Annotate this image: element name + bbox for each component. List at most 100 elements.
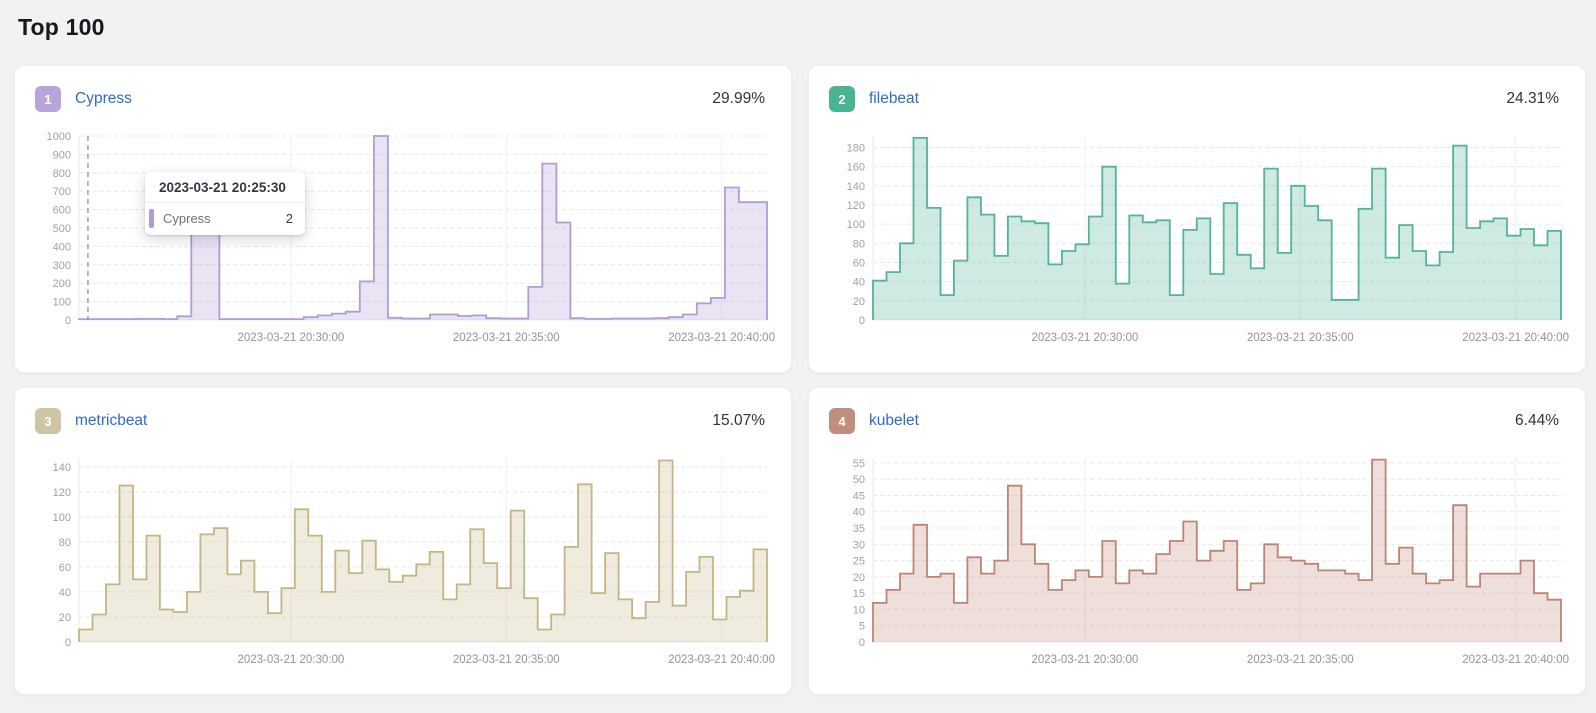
percent-value: 24.31% [1506, 90, 1559, 107]
svg-text:2023-03-21 20:35:00: 2023-03-21 20:35:00 [453, 654, 560, 666]
x-axis: 2023-03-21 20:30:00 2023-03-21 20:35:00 20… [238, 458, 775, 666]
chart-svg[interactable]: 0 20 40 60 80 100 120 140 160 180 2023-03-21 20:30… [827, 126, 1569, 366]
area-series-line [78, 459, 768, 642]
svg-text:20: 20 [853, 296, 865, 308]
chart[interactable]: 0 20 40 60 80 100 120 140 2023-03-21 20:30:00 202… [33, 448, 775, 688]
area-series-fill [873, 137, 1561, 320]
svg-text:400: 400 [53, 241, 71, 253]
svg-text:2023-03-21 20:40:00: 2023-03-21 20:40:00 [668, 654, 775, 666]
svg-text:35: 35 [853, 523, 865, 535]
svg-text:60: 60 [853, 258, 865, 270]
series-link-metricbeat[interactable]: metricbeat [75, 412, 148, 429]
card-header: 4 kubelet 6.44% [827, 408, 1567, 434]
x-axis: 2023-03-21 20:30:00 2023-03-21 20:35:00 20… [1032, 136, 1569, 344]
svg-text:60: 60 [59, 562, 71, 574]
rank-card-cypress: 1 Cypress 29.99% 0 100 200 300 400 500 600 700 8… [14, 65, 792, 373]
svg-text:40: 40 [853, 507, 865, 519]
chart[interactable]: 0 20 40 60 80 100 120 140 160 180 2023-03-21 20:30… [827, 126, 1569, 366]
svg-text:2023-03-21 20:40:00: 2023-03-21 20:40:00 [668, 332, 775, 344]
svg-text:700: 700 [53, 186, 71, 198]
rank-badge: 1 [35, 86, 61, 112]
svg-text:900: 900 [53, 149, 71, 161]
svg-text:180: 180 [847, 143, 865, 155]
svg-text:40: 40 [853, 277, 865, 289]
rank-card-metricbeat: 3 metricbeat 15.07% 0 20 40 60 80 100 120 140 20… [14, 387, 792, 695]
svg-text:120: 120 [53, 487, 71, 499]
card-header: 1 Cypress 29.99% [33, 86, 773, 112]
chart-area-kubelet[interactable]: 0 5 10 15 20 25 30 35 40 45 50 55 2023-03-21 20:30:0… [827, 448, 1569, 688]
chart[interactable]: 0 100 200 300 400 500 600 700 800 900 1000 2023-03-… [33, 126, 775, 366]
card-header: 2 filebeat 24.31% [827, 86, 1567, 112]
svg-text:5: 5 [859, 621, 865, 633]
svg-text:80: 80 [59, 537, 71, 549]
svg-text:80: 80 [853, 238, 865, 250]
svg-text:20: 20 [853, 572, 865, 584]
svg-text:2023-03-21 20:35:00: 2023-03-21 20:35:00 [1247, 332, 1354, 344]
svg-text:0: 0 [65, 637, 71, 649]
area-series-fill [79, 460, 767, 642]
svg-text:2023-03-21 20:35:00: 2023-03-21 20:35:00 [1247, 654, 1354, 666]
rank-card-filebeat: 2 filebeat 24.31% 0 20 40 60 80 100 120 140 160 1… [808, 65, 1586, 373]
svg-text:2023-03-21 20:30:00: 2023-03-21 20:30:00 [238, 654, 345, 666]
svg-text:30: 30 [853, 539, 865, 551]
svg-text:45: 45 [853, 490, 865, 502]
series-link-kubelet[interactable]: kubelet [869, 412, 919, 429]
svg-text:800: 800 [53, 168, 71, 180]
svg-text:500: 500 [53, 223, 71, 235]
svg-text:0: 0 [859, 637, 865, 649]
tooltip-title: 2023-03-21 20:25:30 [145, 172, 305, 203]
tooltip-series-value: 2 [285, 211, 293, 226]
svg-text:2023-03-21 20:40:00: 2023-03-21 20:40:00 [1462, 332, 1569, 344]
svg-text:120: 120 [847, 200, 865, 212]
svg-text:160: 160 [847, 162, 865, 174]
percent-value: 6.44% [1515, 412, 1559, 429]
svg-text:300: 300 [53, 260, 71, 272]
svg-text:10: 10 [853, 604, 865, 616]
svg-text:2023-03-21 20:40:00: 2023-03-21 20:40:00 [1462, 654, 1569, 666]
svg-text:50: 50 [853, 474, 865, 486]
svg-text:100: 100 [53, 512, 71, 524]
svg-text:600: 600 [53, 205, 71, 217]
chart-area-cypress[interactable]: 0 100 200 300 400 500 600 700 800 900 1000 2023-03-… [33, 126, 775, 366]
rank-badge: 2 [829, 86, 855, 112]
svg-text:200: 200 [53, 278, 71, 290]
percent-value: 15.07% [712, 412, 765, 429]
page-title: Top 100 [18, 14, 105, 40]
series-link-filebeat[interactable]: filebeat [869, 90, 919, 107]
rank-badge: 3 [35, 408, 61, 434]
svg-text:0: 0 [859, 315, 865, 327]
x-axis: 2023-03-21 20:30:00 2023-03-21 20:35:00 20… [1032, 458, 1569, 666]
card-header: 3 metricbeat 15.07% [33, 408, 773, 434]
tooltip-row: Cypress 2 [145, 203, 305, 235]
tooltip-series-label: Cypress [163, 211, 211, 226]
svg-text:140: 140 [53, 462, 71, 474]
rank-badge: 4 [829, 408, 855, 434]
area-series-line [872, 137, 1562, 320]
series-link-cypress[interactable]: Cypress [75, 90, 132, 107]
series-color-bar [149, 209, 154, 228]
svg-text:40: 40 [59, 587, 71, 599]
cards-grid: 1 Cypress 29.99% 0 100 200 300 400 500 600 700 8… [14, 65, 1586, 695]
chart-svg[interactable]: 0 5 10 15 20 25 30 35 40 45 50 55 2023-03-21 20:30:0… [827, 448, 1569, 688]
chart[interactable]: 0 5 10 15 20 25 30 35 40 45 50 55 2023-03-21 20:30:0… [827, 448, 1569, 688]
chart-tooltip: 2023-03-21 20:25:30 Cypress 2 [145, 172, 305, 235]
area-series-line [872, 458, 1562, 642]
rank-card-kubelet: 4 kubelet 6.44% 0 5 10 15 20 25 30 35 40 45 50 55 20… [808, 387, 1586, 695]
chart-area-filebeat[interactable]: 0 20 40 60 80 100 120 140 160 180 2023-03-21 20:30… [827, 126, 1569, 366]
svg-text:140: 140 [847, 181, 865, 193]
svg-text:100: 100 [847, 219, 865, 231]
chart-svg[interactable]: 0 100 200 300 400 500 600 700 800 900 1000 2023-03-… [33, 126, 775, 366]
svg-text:25: 25 [853, 556, 865, 568]
svg-text:100: 100 [53, 297, 71, 309]
chart-area-metricbeat[interactable]: 0 20 40 60 80 100 120 140 2023-03-21 20:30:00 202… [33, 448, 775, 688]
svg-text:15: 15 [853, 588, 865, 600]
svg-text:20: 20 [59, 612, 71, 624]
svg-text:55: 55 [853, 458, 865, 470]
svg-text:2023-03-21 20:30:00: 2023-03-21 20:30:00 [1032, 654, 1139, 666]
svg-text:2023-03-21 20:35:00: 2023-03-21 20:35:00 [453, 332, 560, 344]
percent-value: 29.99% [712, 90, 765, 107]
svg-text:2023-03-21 20:30:00: 2023-03-21 20:30:00 [238, 332, 345, 344]
svg-text:0: 0 [65, 315, 71, 327]
x-axis: 2023-03-21 20:30:00 2023-03-21 20:35:00 20… [238, 136, 775, 344]
